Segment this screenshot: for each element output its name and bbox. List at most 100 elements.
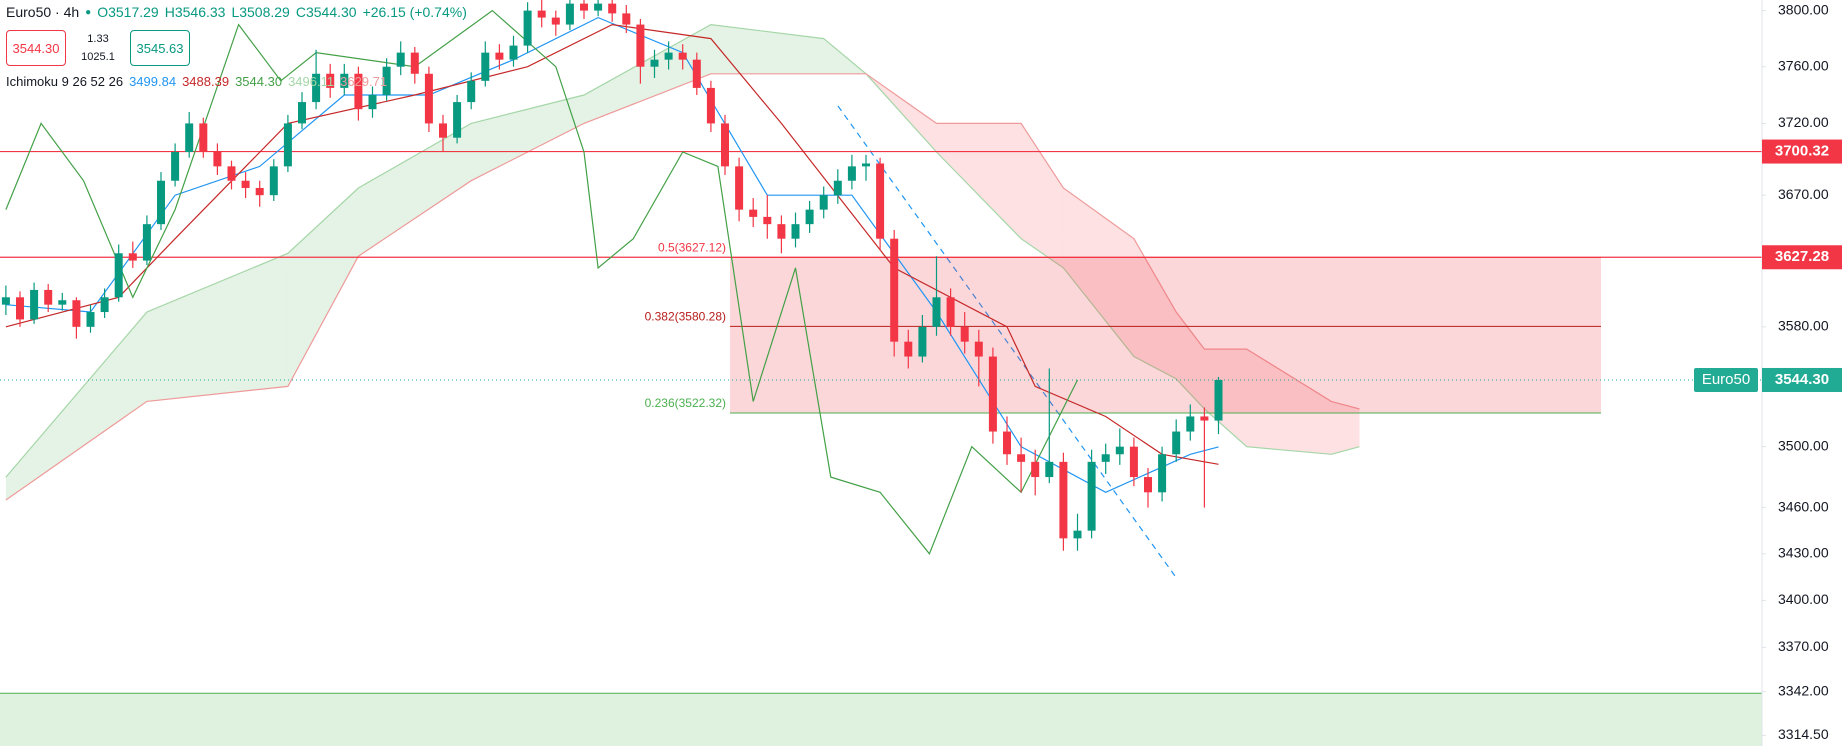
indicator-value: 3499.84 bbox=[129, 74, 177, 89]
candle-body bbox=[213, 152, 222, 167]
candle-body bbox=[1214, 379, 1223, 421]
candle-body bbox=[30, 289, 39, 320]
indicator-value: 3496.11 bbox=[288, 74, 335, 89]
candle-body bbox=[1087, 461, 1096, 531]
candle-body bbox=[1172, 431, 1181, 455]
y-tick-label: 3720.00 bbox=[1778, 114, 1829, 130]
candle-body bbox=[1144, 477, 1152, 493]
candle-body bbox=[594, 3, 603, 11]
span-b-line bbox=[5, 73, 1360, 501]
header: Euro50 · 4h ● O3517.29 H3546.33 L3508.29… bbox=[6, 4, 467, 89]
candle-body bbox=[410, 52, 419, 74]
ohlc-high: H3546.33 bbox=[164, 4, 226, 20]
symbol: Euro50 · 4h bbox=[6, 4, 80, 20]
candle-body bbox=[185, 123, 194, 153]
candle-body bbox=[481, 52, 490, 81]
candle-body bbox=[1031, 461, 1040, 478]
candle-body bbox=[876, 163, 885, 239]
indicator-value: 3488.39 bbox=[182, 74, 230, 89]
candle-body bbox=[241, 180, 250, 188]
candle-body bbox=[1003, 431, 1011, 455]
ohlc-open: O3517.29 bbox=[97, 4, 159, 20]
candle-body bbox=[1017, 454, 1026, 462]
cloud-fill bbox=[1063, 187, 1134, 357]
trade-row: 3544.30 1.33 1025.1 3545.63 bbox=[6, 30, 467, 66]
candle-body bbox=[354, 73, 363, 110]
candle-body bbox=[1045, 461, 1054, 478]
ohlc-low: L3508.29 bbox=[231, 4, 290, 20]
indicator-value: 3629.71 bbox=[340, 74, 388, 89]
symbol-badge-label: Euro50 bbox=[1702, 371, 1750, 388]
candle-body bbox=[749, 209, 758, 217]
cloud-fill bbox=[584, 24, 711, 124]
volume: 1025.1 bbox=[81, 51, 115, 63]
cloud-fill bbox=[358, 123, 472, 257]
candle-body bbox=[269, 166, 278, 196]
sell-button[interactable]: 3544.30 bbox=[6, 30, 66, 66]
candle-body bbox=[382, 66, 391, 95]
candle-body bbox=[114, 253, 123, 298]
candle-body bbox=[16, 297, 24, 320]
candle-body bbox=[664, 52, 673, 60]
candle-body bbox=[326, 73, 335, 88]
cloud-fill bbox=[1331, 401, 1360, 455]
support-zone bbox=[0, 693, 1762, 746]
candle-body bbox=[636, 24, 645, 67]
fib-fill bbox=[730, 257, 1601, 413]
candle-body bbox=[44, 289, 53, 305]
spread: 1.33 bbox=[87, 33, 109, 45]
candle-body bbox=[580, 3, 588, 11]
candle-body bbox=[960, 326, 969, 342]
candle-body bbox=[819, 195, 828, 210]
price-badge bbox=[1762, 139, 1842, 164]
span-a-line bbox=[5, 23, 1360, 478]
buy-button[interactable]: 3545.63 bbox=[130, 30, 190, 66]
candle-body bbox=[650, 59, 659, 67]
y-tick-label: 3314.50 bbox=[1778, 726, 1829, 742]
candle-body bbox=[735, 166, 744, 210]
candle-body bbox=[678, 52, 687, 60]
candle-body bbox=[622, 13, 631, 25]
y-tick-label: 3500.00 bbox=[1778, 437, 1829, 453]
candle-body bbox=[100, 297, 109, 313]
y-tick-label: 3580.00 bbox=[1778, 318, 1829, 334]
y-tick-label: 3760.00 bbox=[1778, 57, 1829, 73]
candle-body bbox=[692, 59, 701, 88]
cloud-fill bbox=[287, 187, 359, 387]
candle-body bbox=[847, 166, 856, 181]
y-tick-label: 3400.00 bbox=[1778, 591, 1829, 607]
candle-body bbox=[721, 123, 729, 167]
price-badge-label: 3700.32 bbox=[1775, 143, 1829, 160]
candle-body bbox=[1129, 446, 1138, 478]
candle-body bbox=[255, 187, 264, 196]
cloud-fill bbox=[710, 24, 824, 74]
last-price-label: 3544.30 bbox=[1775, 371, 1829, 388]
indicator-name: Ichimoku 9 26 52 26 bbox=[6, 74, 124, 89]
candle-body bbox=[988, 356, 997, 432]
y-tick-label: 3342.00 bbox=[1778, 682, 1829, 698]
candle-body bbox=[1073, 530, 1082, 539]
candle-body bbox=[509, 45, 518, 60]
candle-body bbox=[495, 52, 504, 60]
y-tick-label: 3370.00 bbox=[1778, 638, 1829, 654]
candle-body bbox=[128, 253, 137, 261]
y-tick-label: 3460.00 bbox=[1778, 498, 1829, 514]
indicator-value: 3544.30 bbox=[235, 74, 283, 89]
y-tick-label: 3430.00 bbox=[1778, 545, 1829, 561]
candle-body bbox=[157, 180, 165, 225]
candle-body bbox=[199, 123, 208, 153]
candle-body bbox=[467, 80, 476, 103]
cloud-fill bbox=[1246, 349, 1332, 455]
y-tick-label: 3800.00 bbox=[1778, 1, 1829, 17]
cloud-fill bbox=[471, 94, 584, 181]
cloud-fill bbox=[146, 253, 288, 402]
candle-body bbox=[439, 123, 447, 138]
fib-label: 0.382(3580.28) bbox=[645, 310, 726, 324]
candle-body bbox=[833, 180, 842, 196]
cloud-fill bbox=[1204, 349, 1247, 447]
candle-body bbox=[142, 224, 151, 261]
change: +26.15 (+0.74%) bbox=[362, 4, 467, 20]
price-badge bbox=[1762, 245, 1842, 270]
candle-body bbox=[932, 297, 941, 327]
